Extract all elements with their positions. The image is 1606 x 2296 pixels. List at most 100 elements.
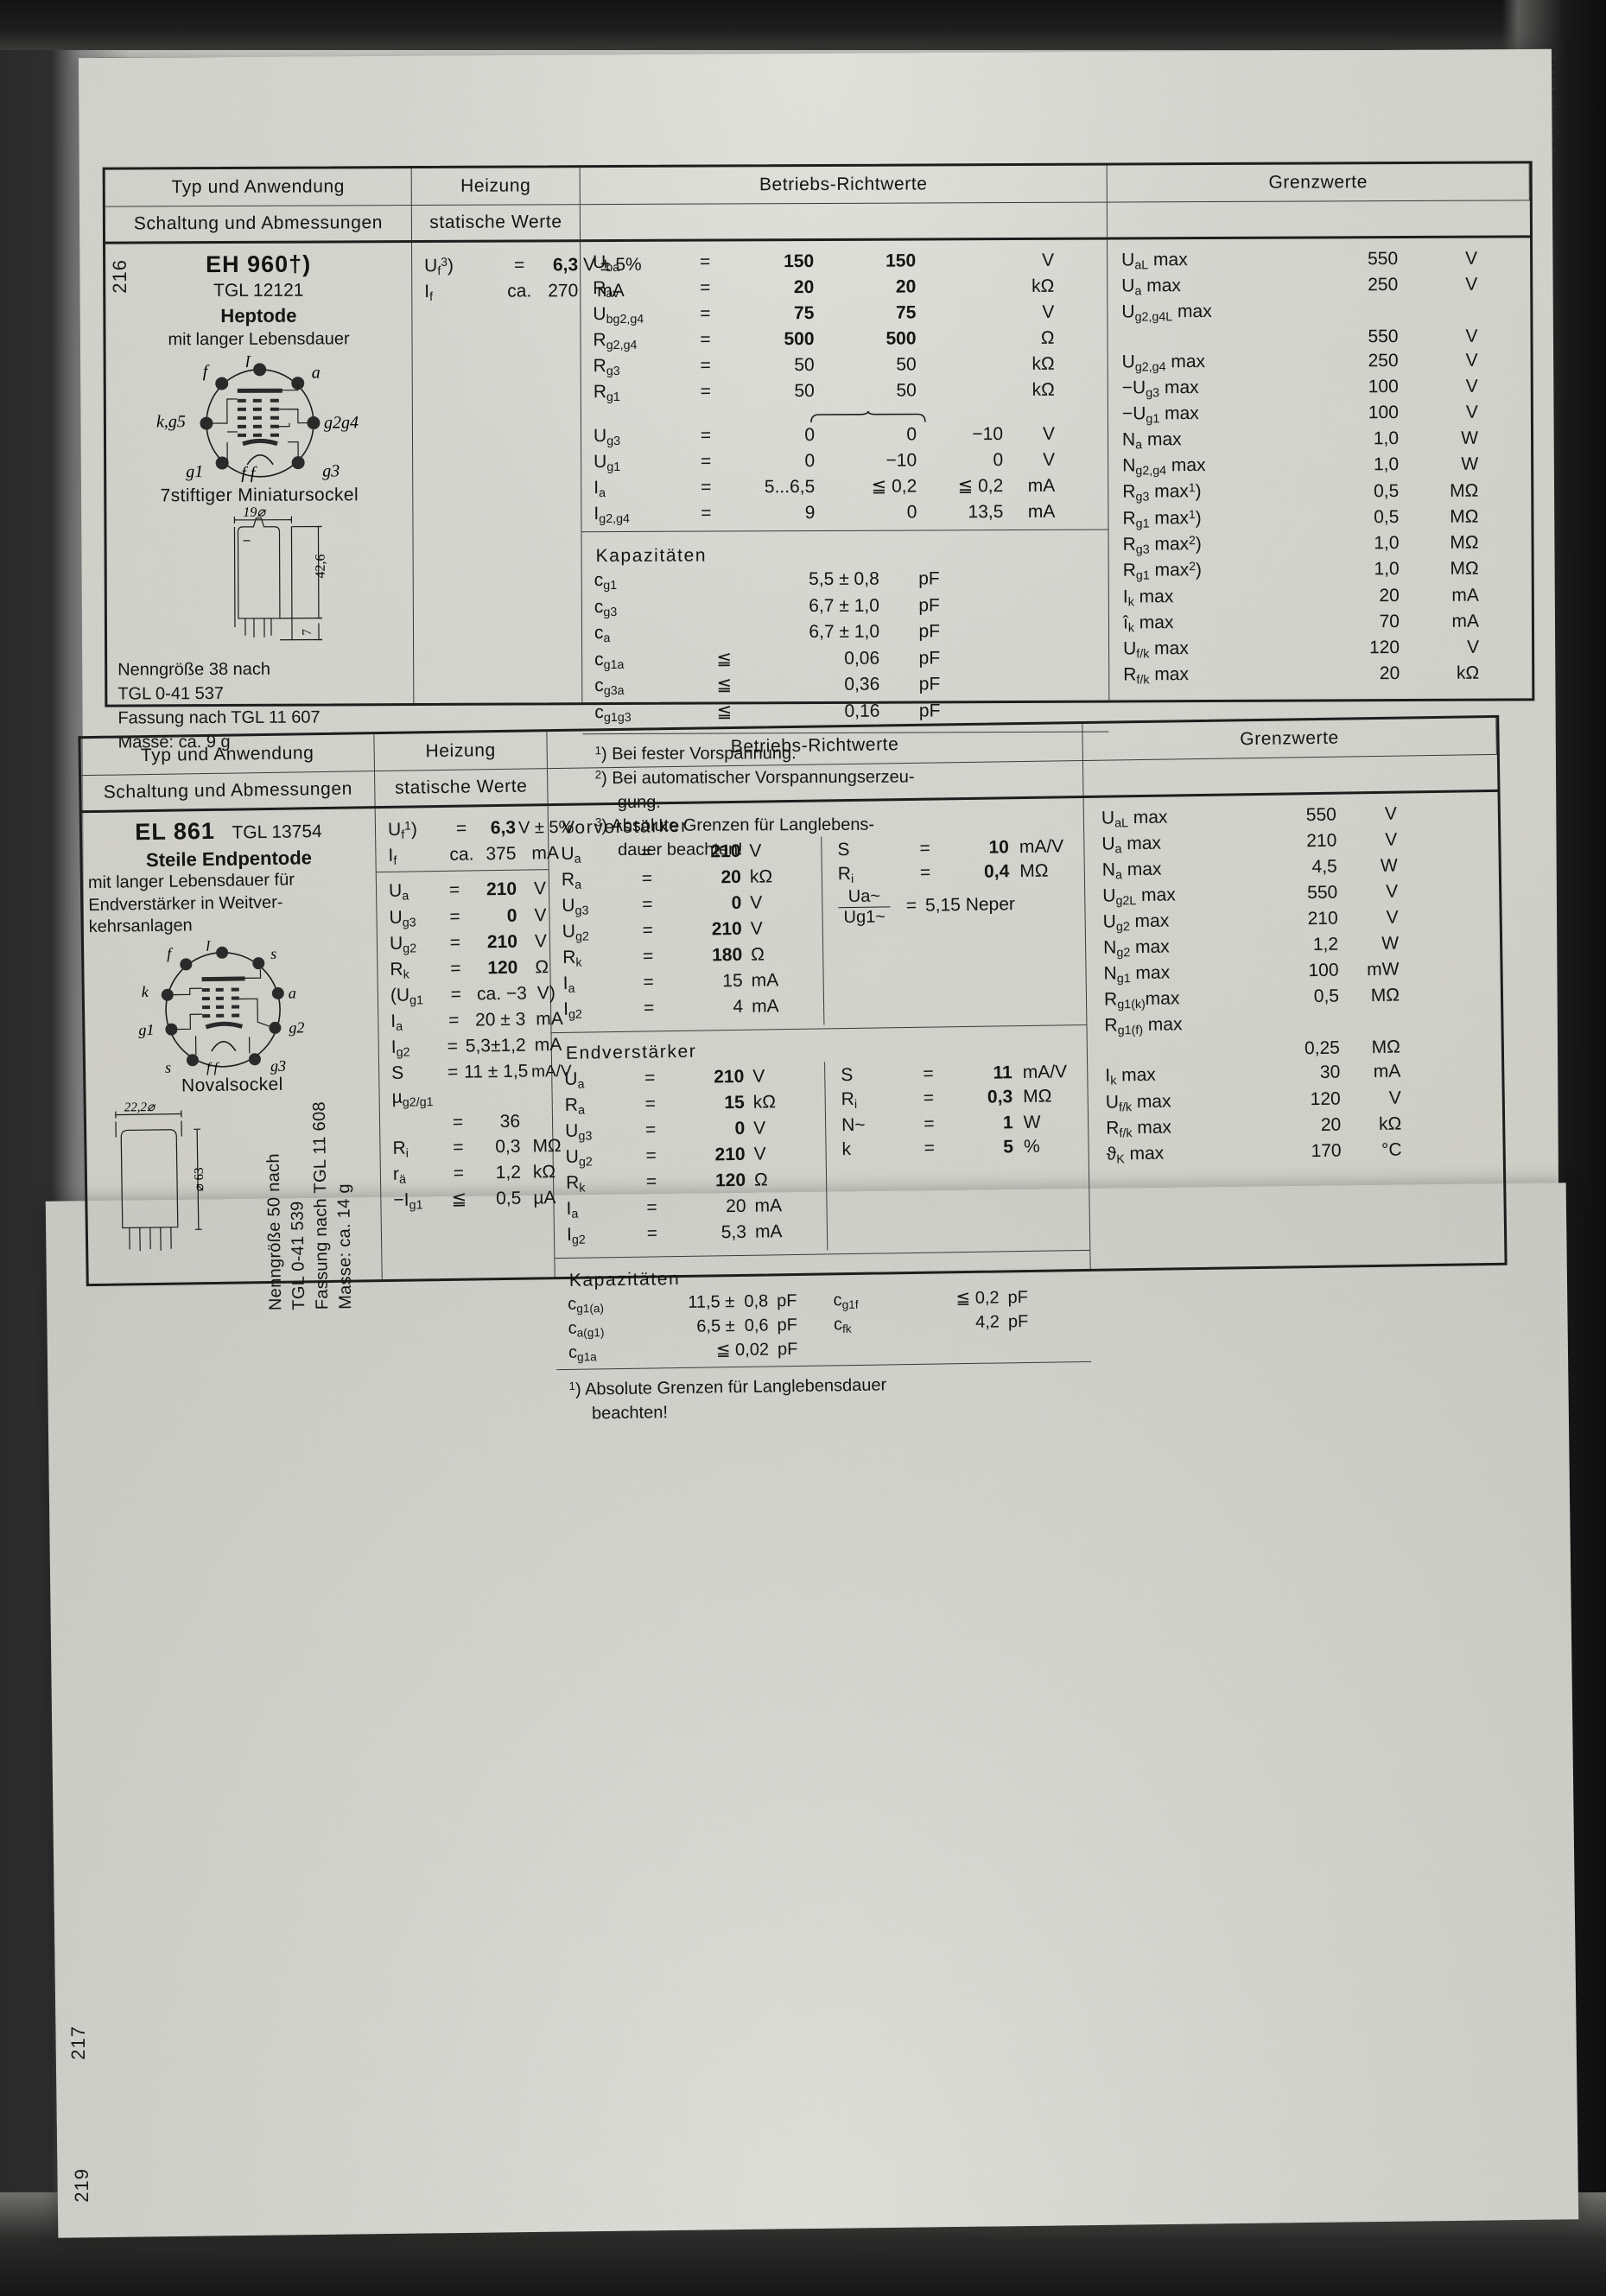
- operating-row: Ug1 = 0 −10 0 V: [594, 450, 1056, 475]
- static-row: Ug2 = 210 V: [389, 930, 548, 956]
- capacitance-col-a: cg1(a) 11,5 ± 0,8 pF ca(g1) 6,5 ± 0,6 pF cg1…: [568, 1289, 835, 1366]
- svg-text:g2g4: g2g4: [324, 413, 359, 432]
- limit2-row: ϑK max 170 °C: [1106, 1139, 1402, 1167]
- svg-text:f f: f f: [206, 1061, 220, 1075]
- endverstaerker-right: S = 11 mA/V Ri = 0,3 MΩ N~ = 1 W k = 5%: [825, 1058, 1087, 1250]
- tube-type-eh960: Heptode: [220, 304, 297, 327]
- envelope-drawing-eh960: 19⌀ 42,6 7: [106, 505, 413, 658]
- cap2-row: cg1(a) 11,5 ± 0,8 pF: [568, 1291, 797, 1316]
- cap2-row: cfk 4,2 pF: [833, 1311, 1029, 1335]
- limit-row: Ug2,g4 max 250 V: [1121, 350, 1478, 375]
- header-statische-werte: statische Werte: [411, 205, 581, 241]
- vv-row: Ug2 = 210 V: [562, 918, 763, 944]
- vv-row: Ra = 20 kΩ: [561, 866, 773, 892]
- ratio-numerator: Ua~: [838, 886, 891, 909]
- svg-text:g1: g1: [186, 462, 203, 481]
- tube-title-el861: EL 861: [135, 817, 216, 846]
- limit-row: Rg1 max1) 0,5 MΩ: [1122, 506, 1479, 531]
- operating-values-eh960: Uba = 150 150 V Rav = 20 20 kΩ Ubg2,g4 = 75 75 V Rg2…: [581, 240, 1108, 532]
- footer-line-2: TGL 0-41 537: [117, 684, 225, 704]
- footer-el861-line1: Nenngröße 50 nach: [263, 1152, 286, 1310]
- table-body-eh960: EH 960†) TGL 12121 Heptode mit langer Le…: [105, 238, 1532, 869]
- limit-row: UaL max 550 V: [1121, 248, 1478, 273]
- tube-title-eh960: EH 960†): [206, 251, 312, 278]
- static-row: Ri = 0,3 MΩ: [392, 1135, 562, 1161]
- cell-betriebs-richtwerte-eh960: Uba = 150 150 V Rav = 20 20 kΩ Ubg2,g4 = 75 75 V Rg2…: [581, 239, 1110, 869]
- table-header-row-2: Schaltung und Abmessungen statische Wert…: [105, 200, 1531, 244]
- table-body-el861: EL 861 TGL 13754 Steile Endpentode mit l…: [81, 792, 1505, 1432]
- ev-row: Rk = 120 Ω: [565, 1170, 768, 1196]
- operating-row: Rg2,g4 = 500 500 Ω: [593, 327, 1055, 353]
- header-grenzwerte: Grenzwerte: [1107, 163, 1530, 202]
- limit-row: Rg3 max2) 1,0 MΩ: [1122, 532, 1479, 557]
- static-row: Ig2 = 5,3±1,2 mA: [390, 1035, 562, 1060]
- vorverstaerker-right: S = 10 mA/V Ri = 0,4 MΩ Ua~ Ug1~ = 5,15 Neper: [822, 833, 1083, 1024]
- heating-eq-uf: =: [513, 255, 525, 276]
- limit-row: Ik max 20 mA: [1122, 585, 1479, 609]
- footer-el861-line4: Masse: ca. 14 g: [334, 1183, 356, 1310]
- limit-row: Ua max 250 V: [1121, 274, 1478, 299]
- static-row: Ua = 210 V: [388, 878, 547, 904]
- limit-row: −Ug3 max 100 V: [1121, 376, 1478, 401]
- cap2-row: cg1f ≦ 0,2 pF: [833, 1287, 1029, 1311]
- dim-width-label-el861: 22,2⌀: [124, 1100, 156, 1114]
- ev-row: Ug3 = 0 V: [565, 1118, 766, 1144]
- vorverstaerker-block: Vorverstärker Ua = 210 V Ra = 20 kΩ Ug3 = 0 V Ug2…: [549, 798, 1087, 1032]
- cell-grenzwerte-el861: UaL max 550 V Ua max 210 V Na max 4,5 W Ug2L m…: [1084, 792, 1505, 1269]
- limit-row: −Ug1 max 100 V: [1121, 402, 1478, 427]
- heating-eq-if: ca.: [507, 281, 532, 301]
- limits-el861: UaL max 550 V Ua max 210 V Na max 4,5 W Ug2L m…: [1084, 792, 1503, 1174]
- svg-text:s: s: [165, 1058, 171, 1075]
- static-row: rä = 1,2 kΩ: [392, 1161, 556, 1187]
- static-row: Ia = 20 ± 3 mA: [390, 1008, 563, 1034]
- vorverstaerker-left: Ua = 210 V Ra = 20 kΩ Ug3 = 0 V Ug2 = 210 V Rk = 180 Ω …: [549, 836, 825, 1029]
- tube-subtitle-el861: mit langer Lebensdauer für Endverstärker…: [83, 868, 377, 939]
- capacitances-eh960: Kapazitäten cg1 5,5 ± 0,8 pF cg3 6,7 ± 1,0 p…: [581, 530, 1109, 734]
- cell-typ-diagram-el861: EL 861 TGL 13754 Steile Endpentode mit l…: [81, 809, 383, 1310]
- header-heizung: Heizung: [411, 168, 581, 206]
- footer-el861-line3: Fassung nach TGL 11 608: [309, 1100, 333, 1310]
- svg-text:k,g5: k,g5: [156, 412, 186, 431]
- footnotes-el861: 1) Absolute Grenzen für Langlebensdauer …: [556, 1360, 1093, 1432]
- heating2-row-if: If ca. 375 mA: [388, 842, 559, 871]
- limit-row: Rg1 max2) 1,0 MΩ: [1122, 559, 1479, 583]
- heating2-row-uf: Uf1) = 6,3 V ± 5%: [388, 815, 574, 844]
- capacitance-row: ca 6,7 ± 1,0 pF: [594, 621, 941, 646]
- cell-typ-diagram-eh960: EH 960†) TGL 12121 Heptode mit langer Le…: [105, 243, 415, 752]
- vv-row: Rk = 180 Ω: [562, 944, 765, 970]
- heating2-value-if: 375: [486, 844, 517, 865]
- svg-text:f: f: [206, 938, 213, 951]
- svg-text:f f: f f: [241, 464, 257, 483]
- svg-text:f: f: [203, 362, 210, 381]
- cell-heizung-statische-el861: Uf1) = 6,3 V ± 5% If ca. 375 mA Ua = 210 V …: [375, 806, 574, 1280]
- limit-row: 550 V: [1368, 326, 1478, 347]
- operating-row: Ubg2,g4 = 75 75 V: [593, 301, 1055, 327]
- header-grenzwerte-spacer: [1108, 200, 1530, 237]
- socket-diagram-eh960: f f a k,g5 g2g4 g1 g3 f f: [106, 349, 413, 486]
- header-schaltung-und-abmessungen: Schaltung und Abmessungen: [105, 206, 413, 242]
- datasheet-table-el861: Typ und Anwendung Heizung Betriebs-Richt…: [78, 714, 1508, 1432]
- ev-right-row: k = 5%: [841, 1136, 1040, 1159]
- header2-statische-werte: statische Werte: [375, 769, 549, 807]
- svg-text:a: a: [312, 364, 321, 383]
- operating-row: Ia = 5...6,5 ≦ 0,2 ≦ 0,2 mA: [594, 476, 1056, 501]
- cell-heizung-eh960: Uf3) = 6,3 V ± 5% If ca. 270 mA: [412, 242, 642, 704]
- brace-icon: [810, 410, 926, 423]
- capacitance-row: cg1a ≦ 0,06 pF: [594, 648, 941, 672]
- socket-diagram-svg-el861: f f s k a g1 g2 s g3 f f: [138, 934, 304, 1076]
- endverstaerker-left: Ua = 210 V Ra = 15 kΩ Ug3 = 0 V Ug2 = 210 V Rk = 120 Ω …: [552, 1062, 828, 1254]
- page-number-217: 217: [67, 2026, 89, 2060]
- cell-grenzwerte-eh960: UaL max 550 V Ua max 250 V Ug2,g4L max 550 V …: [1108, 238, 1532, 700]
- datasheet-table-eh960: Typ und Anwendung Heizung Betriebs-Richt…: [102, 161, 1535, 869]
- capacitances-el861: Kapazitäten cg1(a) 11,5 ± 0,8 pF ca(g1) 6,5…: [555, 1249, 1092, 1370]
- static-row: Ug3 = 0 V: [389, 904, 547, 930]
- heating2-value-uf: 6,3: [490, 817, 517, 839]
- operating-row: Uba = 150 150 V: [593, 250, 1055, 276]
- static-row: S = 11 ± 1,5 mA/V: [391, 1061, 572, 1084]
- endverstaerker-block: Endverstärker Ua = 210 V Ra = 15 kΩ Ug3 = 0 V Ug2…: [551, 1024, 1090, 1258]
- ev-row: Ra = 15 kΩ: [564, 1092, 777, 1118]
- socket-diagram-el861: f f s k a g1 g2 s g3 f f: [84, 934, 378, 1081]
- capacitance-row: cg1 5,5 ± 0,8 pF: [594, 568, 940, 593]
- vv-right-row: Ri = 0,4 MΩ: [837, 860, 1049, 886]
- operating-row: Rg1 = 50 50 kΩ: [593, 380, 1055, 405]
